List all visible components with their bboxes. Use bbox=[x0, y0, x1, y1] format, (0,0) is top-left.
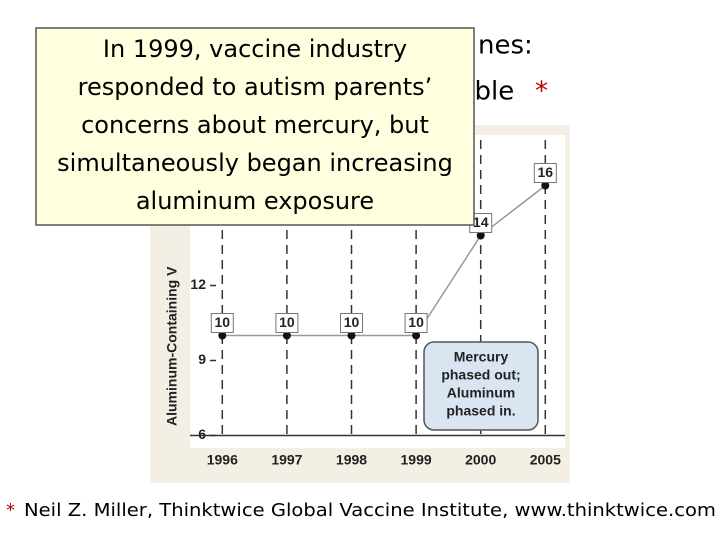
value-label: 10 bbox=[279, 314, 295, 330]
value-label-box bbox=[404, 313, 428, 333]
data-point bbox=[347, 331, 356, 340]
y-tick-label: 9 bbox=[198, 351, 206, 367]
annotation: phased in. bbox=[446, 403, 515, 419]
overlay-box bbox=[35, 27, 475, 226]
data-point bbox=[218, 331, 227, 340]
value-label: 10 bbox=[215, 314, 231, 330]
title-fragment: nes: bbox=[478, 31, 533, 61]
x-tick-label: 2000 bbox=[465, 452, 496, 468]
data-point bbox=[282, 331, 291, 340]
value-label: 16 bbox=[538, 164, 554, 180]
value-label-box bbox=[533, 163, 557, 183]
value-label: 10 bbox=[408, 314, 424, 330]
annotation: Aluminum bbox=[447, 385, 515, 401]
footnote: Neil Z. Miller, Thinktwice Global Vaccin… bbox=[24, 500, 716, 521]
value-label: 14 bbox=[473, 214, 489, 230]
overlay-text: In 1999, vaccine industry bbox=[103, 35, 407, 63]
overlay-text: simultaneously began increasing bbox=[57, 149, 453, 177]
overlay-text: responded to autism parents’ bbox=[78, 73, 433, 101]
x-tick-label: 1999 bbox=[401, 452, 432, 468]
annotation-box bbox=[423, 341, 539, 431]
x-tick-label: 2005 bbox=[530, 452, 561, 468]
annotation: Mercury bbox=[454, 349, 509, 365]
footnote-mark: * bbox=[6, 500, 15, 521]
value-label: 10 bbox=[344, 314, 360, 330]
title-mark: * bbox=[535, 77, 548, 107]
x-tick-label: 1996 bbox=[207, 452, 238, 468]
overlay-text: concerns about mercury, but bbox=[81, 111, 429, 139]
y-axis-label: Aluminum-Containing V bbox=[164, 266, 180, 426]
data-point bbox=[412, 331, 421, 340]
x-tick-label: 1998 bbox=[336, 452, 367, 468]
value-label-box bbox=[210, 313, 234, 333]
value-label-box bbox=[275, 313, 299, 333]
overlay-text: aluminum exposure bbox=[136, 187, 374, 215]
y-tick-label: 12 bbox=[190, 276, 206, 292]
value-label-box bbox=[340, 313, 363, 333]
y-tick-label: 6 bbox=[198, 426, 206, 442]
x-tick-label: 1997 bbox=[271, 452, 302, 468]
data-point bbox=[476, 231, 485, 240]
data-point bbox=[541, 181, 550, 190]
annotation: phased out; bbox=[441, 367, 520, 383]
